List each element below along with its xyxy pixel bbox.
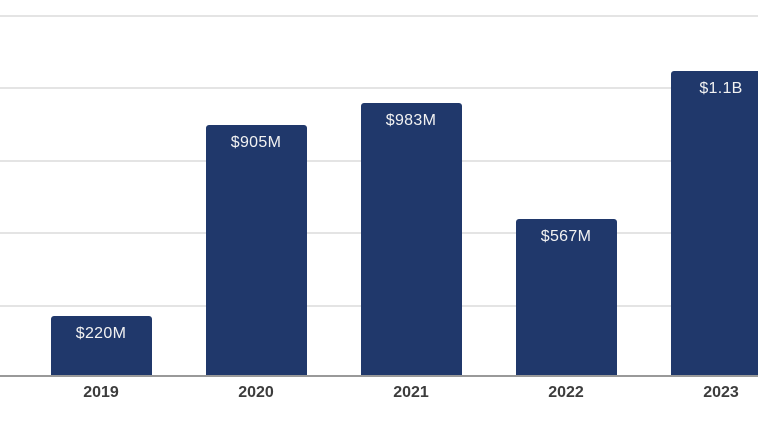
bar-2020: $905M bbox=[205, 125, 307, 377]
plot-area: $220M $905M $983M $567M $1.1B bbox=[0, 15, 758, 377]
bar-2023: $1.1B bbox=[670, 70, 758, 377]
bar-value-label: $567M bbox=[540, 228, 592, 246]
x-tick-label-2022: 2022 bbox=[548, 384, 584, 401]
bar-2021: $983M bbox=[360, 103, 462, 377]
bar-value-label: $1.1B bbox=[699, 79, 743, 97]
bar-2022: $567M bbox=[515, 219, 617, 377]
gridline bbox=[0, 87, 758, 90]
x-tick-label-2019: 2019 bbox=[83, 384, 119, 401]
x-tick-label-2021: 2021 bbox=[393, 384, 429, 401]
x-tick-label-2020: 2020 bbox=[238, 384, 274, 401]
bar-value-label: $983M bbox=[385, 112, 437, 130]
gridline bbox=[0, 15, 758, 17]
bar-2019: $220M bbox=[50, 315, 152, 377]
bar-value-label: $220M bbox=[75, 324, 127, 342]
x-axis-line bbox=[0, 375, 758, 377]
bar-value-label: $905M bbox=[230, 134, 282, 151]
x-tick-label-2023: 2023 bbox=[703, 384, 739, 401]
